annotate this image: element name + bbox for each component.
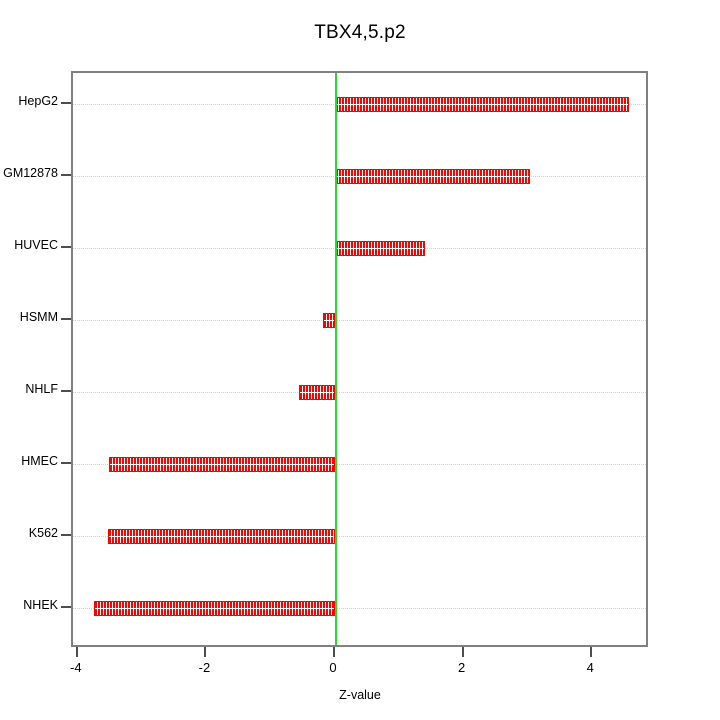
bar-huvec: [335, 240, 426, 256]
bar-gm12878: [335, 168, 530, 184]
y-tick-mark: [61, 245, 71, 248]
bar-hsmm: [322, 312, 335, 328]
bar-hmec: [109, 456, 335, 472]
plot-frame: [71, 71, 648, 647]
x-tick-mark: [204, 647, 207, 657]
y-tick-label-gm12878: GM12878: [3, 165, 58, 180]
y-tick-mark: [61, 101, 71, 104]
bar-nhlf: [298, 384, 335, 400]
bar-k562: [108, 528, 335, 544]
x-tick-label-neg4: -4: [70, 660, 82, 675]
y-tick-mark: [61, 173, 71, 176]
y-tick-label-huvec: HUVEC: [14, 237, 58, 252]
bar-nhek: [93, 600, 335, 616]
y-tick-mark: [61, 317, 71, 320]
gridline: [73, 463, 646, 465]
y-tick-mark: [61, 605, 71, 608]
x-tick-mark: [461, 647, 464, 657]
y-tick-label-nhlf: NHLF: [25, 381, 58, 396]
x-tick-label-0: 0: [329, 660, 337, 675]
x-tick-label-2: 2: [457, 660, 466, 675]
y-tick-mark: [61, 461, 71, 464]
x-axis-title: Z-value: [339, 688, 381, 702]
plot-area: [73, 73, 646, 645]
y-tick-label-hsmm: HSMM: [19, 309, 58, 324]
x-tick-mark: [333, 647, 335, 657]
y-tick-mark: [61, 389, 71, 392]
x-tick-label-4: 4: [586, 660, 594, 675]
y-tick-label-nhek: NHEK: [23, 597, 58, 612]
gridline: [73, 535, 646, 537]
y-tick-label-hepg2: HepG2: [18, 93, 58, 108]
bar-hepg2: [335, 96, 629, 112]
gridline: [73, 319, 646, 321]
x-tick-mark: [75, 647, 78, 657]
y-tick-label-k562: K562: [28, 525, 58, 540]
y-tick-mark: [61, 533, 71, 536]
gridline: [73, 391, 646, 393]
x-tick-mark: [590, 647, 593, 657]
chart-title: TBX4,5.p2: [314, 22, 406, 43]
zero-reference-line: [335, 73, 337, 645]
y-axis-label-group: HepG2 GM12878 HUVEC HSMM NHLF HMEC K562 NHEK: [0, 0, 58, 720]
y-tick-label-hmec: HMEC: [21, 453, 58, 468]
gridline: [73, 607, 646, 609]
x-tick-label-neg2: -2: [198, 660, 211, 675]
